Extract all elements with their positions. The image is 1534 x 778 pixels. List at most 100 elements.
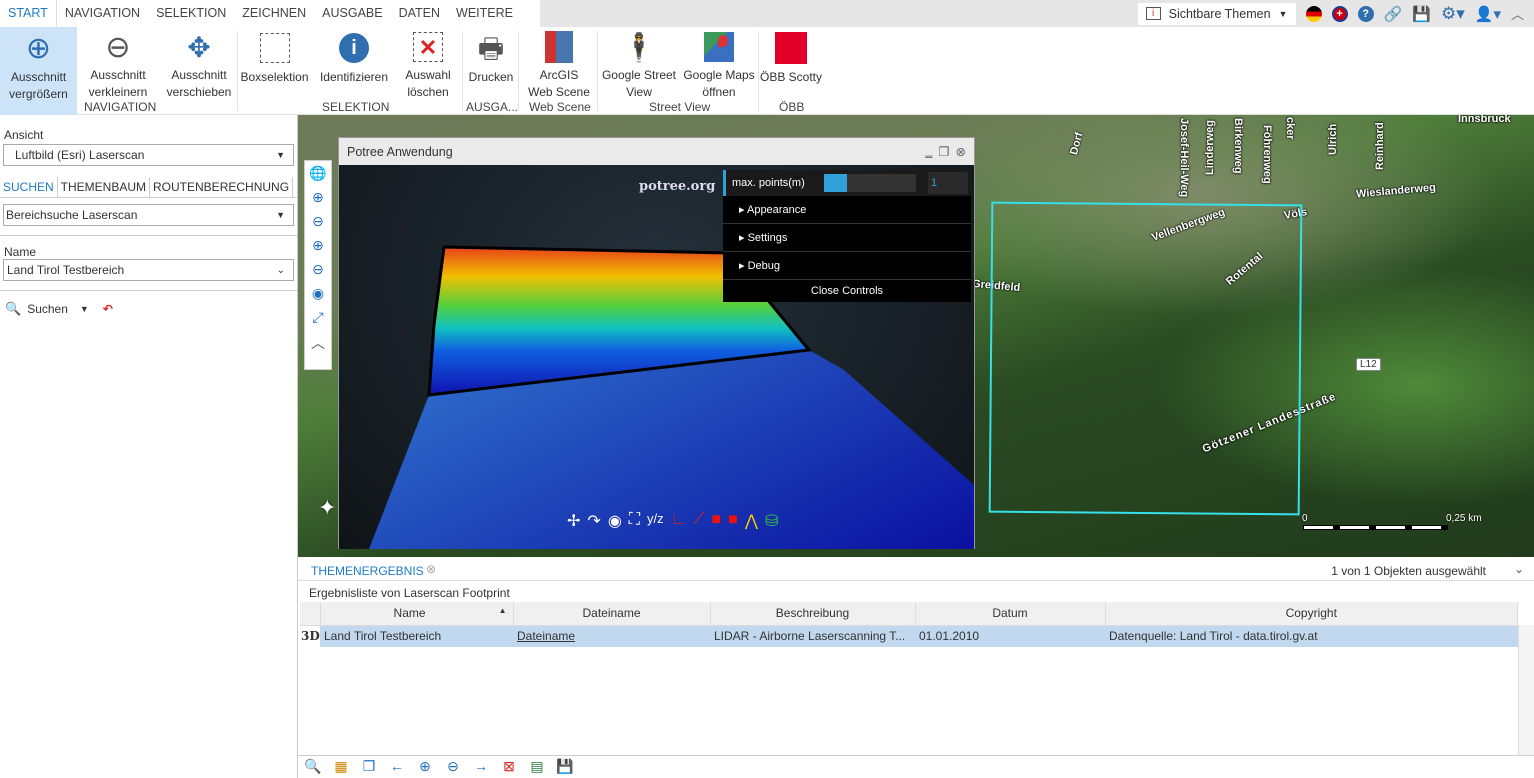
- zoom-in-button[interactable]: ⊕ Ausschnitt vergrößern: [0, 27, 77, 115]
- debug-section[interactable]: ▸ Debug: [723, 252, 971, 280]
- search-button[interactable]: 🔍 Suchen ▼ ↶: [5, 301, 113, 317]
- gear-icon[interactable]: ⚙▾: [1440, 3, 1465, 23]
- info-comment-icon: i: [1145, 7, 1161, 20]
- button-label: Identifizieren: [319, 70, 389, 84]
- arrow-left-icon[interactable]: ←: [390, 758, 404, 774]
- tab-suchen[interactable]: SUCHEN: [0, 177, 58, 197]
- max-points-slider[interactable]: [824, 174, 916, 192]
- zoom-next-icon[interactable]: ⊖: [312, 261, 324, 277]
- user-icon[interactable]: 👤▾: [1474, 5, 1501, 23]
- group-ausgabe: AUSGA...: [466, 100, 519, 114]
- column-dateiname[interactable]: Dateiname: [513, 602, 711, 626]
- close-tab-icon[interactable]: ⊗: [426, 562, 437, 576]
- save-icon[interactable]: 💾: [556, 758, 574, 774]
- excel-export-icon[interactable]: ▤: [530, 758, 544, 774]
- clip-volume-icon[interactable]: ⛁: [764, 513, 779, 530]
- zoom-out-icon[interactable]: ⊖: [312, 213, 324, 229]
- zoom-in-icon[interactable]: ⊕: [312, 189, 324, 205]
- zoom-out-icon[interactable]: ⊖: [447, 758, 459, 774]
- zoom-in-icon[interactable]: ⊕: [419, 758, 431, 774]
- uk-flag-icon[interactable]: +: [1331, 5, 1348, 22]
- arrow-right-icon[interactable]: →: [474, 758, 488, 774]
- tab-weitere-werkzeuge[interactable]: WEITERE WERKZEUGE: [456, 6, 537, 46]
- print-button[interactable]: 🖶 Drucken: [466, 27, 516, 101]
- tab-start[interactable]: START: [0, 0, 57, 27]
- group-navigation: NAVIGATION: [84, 100, 157, 114]
- close-icon[interactable]: ⊗: [955, 145, 966, 159]
- chevron-down-icon[interactable]: ⌄: [1513, 562, 1524, 576]
- button-label: Ausschnitt verkleinern: [88, 68, 148, 99]
- tab-daten[interactable]: DATEN: [398, 6, 441, 20]
- results-toolbar: 🔍 ▦ ❐ ← ⊕ ⊖ → ⊠ ▤ 💾: [298, 755, 1534, 778]
- tab-ausgabe[interactable]: AUSGABE: [322, 6, 383, 20]
- appearance-section[interactable]: ▸ Appearance: [723, 196, 971, 224]
- area-measure-icon[interactable]: ■: [711, 511, 722, 528]
- minimize-icon[interactable]: ‗: [925, 144, 933, 158]
- profile-icon[interactable]: ⋀: [744, 513, 758, 530]
- focus-icon[interactable]: ⛶: [628, 511, 640, 528]
- chevron-up-icon[interactable]: ︿: [311, 335, 325, 351]
- box-selection-button[interactable]: Boxselektion: [238, 27, 311, 101]
- tab-zeichnen[interactable]: ZEICHNEN: [242, 6, 307, 20]
- tab-navigation[interactable]: NAVIGATION: [64, 6, 141, 20]
- column-name[interactable]: Name ▲: [320, 602, 514, 626]
- window-icon[interactable]: ❐: [362, 758, 376, 774]
- tab-themenbaum[interactable]: THEMENBAUM: [58, 177, 151, 197]
- road-badge: L12: [1356, 358, 1381, 371]
- cell-copyright: Datenquelle: Land Tirol - data.tirol.gv.…: [1105, 625, 1518, 647]
- link-icon[interactable]: 🔗: [1383, 5, 1403, 23]
- ansicht-select[interactable]: Luftbild (Esri) Laserscan ▼: [3, 144, 294, 166]
- name-select[interactable]: Land Tirol Testbereich ⌄: [3, 259, 294, 281]
- ansicht-value: Luftbild (Esri) Laserscan: [15, 148, 145, 162]
- clear-selection-button[interactable]: ✕ Auswahl löschen: [400, 27, 456, 101]
- fly-mode-icon[interactable]: ✢: [567, 513, 581, 530]
- 3d-icon[interactable]: 3D: [300, 625, 320, 647]
- reset-icon[interactable]: ↶: [102, 302, 113, 316]
- google-maps-button[interactable]: Google Maps öffnen: [681, 27, 757, 101]
- zoom-previous-icon[interactable]: ⊕: [312, 237, 324, 253]
- height-icon[interactable]: y/z: [646, 511, 664, 526]
- earth-mode-icon[interactable]: ◉: [607, 513, 622, 530]
- zoom-out-button[interactable]: ⊖ Ausschnitt verkleinern: [83, 27, 153, 101]
- pan-button[interactable]: ✥ Ausschnitt verschieben: [163, 27, 235, 101]
- orbit-mode-icon[interactable]: ↷: [587, 513, 601, 530]
- street-view-button[interactable]: 🕴 Google Street View: [600, 27, 678, 101]
- potree-titlebar[interactable]: Potree Anwendung ‗ ❐ ⊗: [339, 138, 974, 165]
- results-scrollbar[interactable]: [1518, 625, 1534, 755]
- zoom-to-selection-icon[interactable]: 🔍: [304, 758, 322, 774]
- identify-button[interactable]: i Identifizieren: [313, 27, 395, 101]
- cell-dateiname-link[interactable]: Dateiname: [513, 625, 710, 647]
- distance-measure-icon[interactable]: ⟋: [693, 511, 705, 528]
- arcgis-web-scene-button[interactable]: ArcGIS Web Scene: [524, 27, 594, 101]
- table-icon[interactable]: ▦: [334, 758, 348, 774]
- settings-section[interactable]: ▸ Settings: [723, 224, 971, 252]
- oebb-scotty-button[interactable]: ÖBB Scotty: [760, 27, 822, 101]
- angle-measure-icon[interactable]: ∟: [670, 511, 687, 528]
- search-type-select[interactable]: Bereichsuche Laserscan ▼: [3, 204, 294, 226]
- help-icon[interactable]: ?: [1357, 5, 1374, 22]
- maximize-icon[interactable]: ❐: [938, 145, 950, 159]
- column-copyright[interactable]: Copyright: [1105, 602, 1518, 626]
- volume-measure-icon[interactable]: ■: [728, 511, 738, 528]
- point-cloud-viewport[interactable]: potree.org max. points(m) 1 ▸ Appearance…: [339, 165, 974, 549]
- table-row[interactable]: 3D Land Tirol Testbereich Dateiname LIDA…: [300, 625, 1518, 647]
- german-flag-icon[interactable]: [1305, 5, 1322, 22]
- clear-selection-icon[interactable]: ⊠: [503, 758, 515, 774]
- caret-down-icon[interactable]: ▼: [79, 304, 89, 314]
- column-beschreibung[interactable]: Beschreibung: [710, 602, 916, 626]
- locate-icon[interactable]: ◉: [311, 285, 325, 301]
- full-extent-icon[interactable]: ⤢: [312, 309, 324, 325]
- street-label: Wieslanderweg: [1355, 181, 1437, 201]
- column-datum[interactable]: Datum: [915, 602, 1106, 626]
- tab-themenergebnis[interactable]: THEMENERGEBNIS: [311, 564, 424, 578]
- tab-selektion[interactable]: SELEKTION: [156, 6, 227, 20]
- max-points-input[interactable]: 1: [928, 172, 968, 194]
- name-label: Name: [4, 245, 37, 259]
- save-icon[interactable]: 💾: [1412, 5, 1431, 23]
- visible-themes-dropdown[interactable]: i Sichtbare Themen ▼: [1137, 2, 1296, 25]
- globe-icon[interactable]: 🌐: [309, 165, 327, 181]
- close-controls-button[interactable]: Close Controls: [810, 285, 884, 297]
- tab-routenberechnung[interactable]: ROUTENBERECHNUNG: [150, 177, 294, 197]
- laserscan-footprint[interactable]: [988, 201, 1303, 516]
- collapse-ribbon-icon[interactable]: ︿: [1510, 7, 1524, 22]
